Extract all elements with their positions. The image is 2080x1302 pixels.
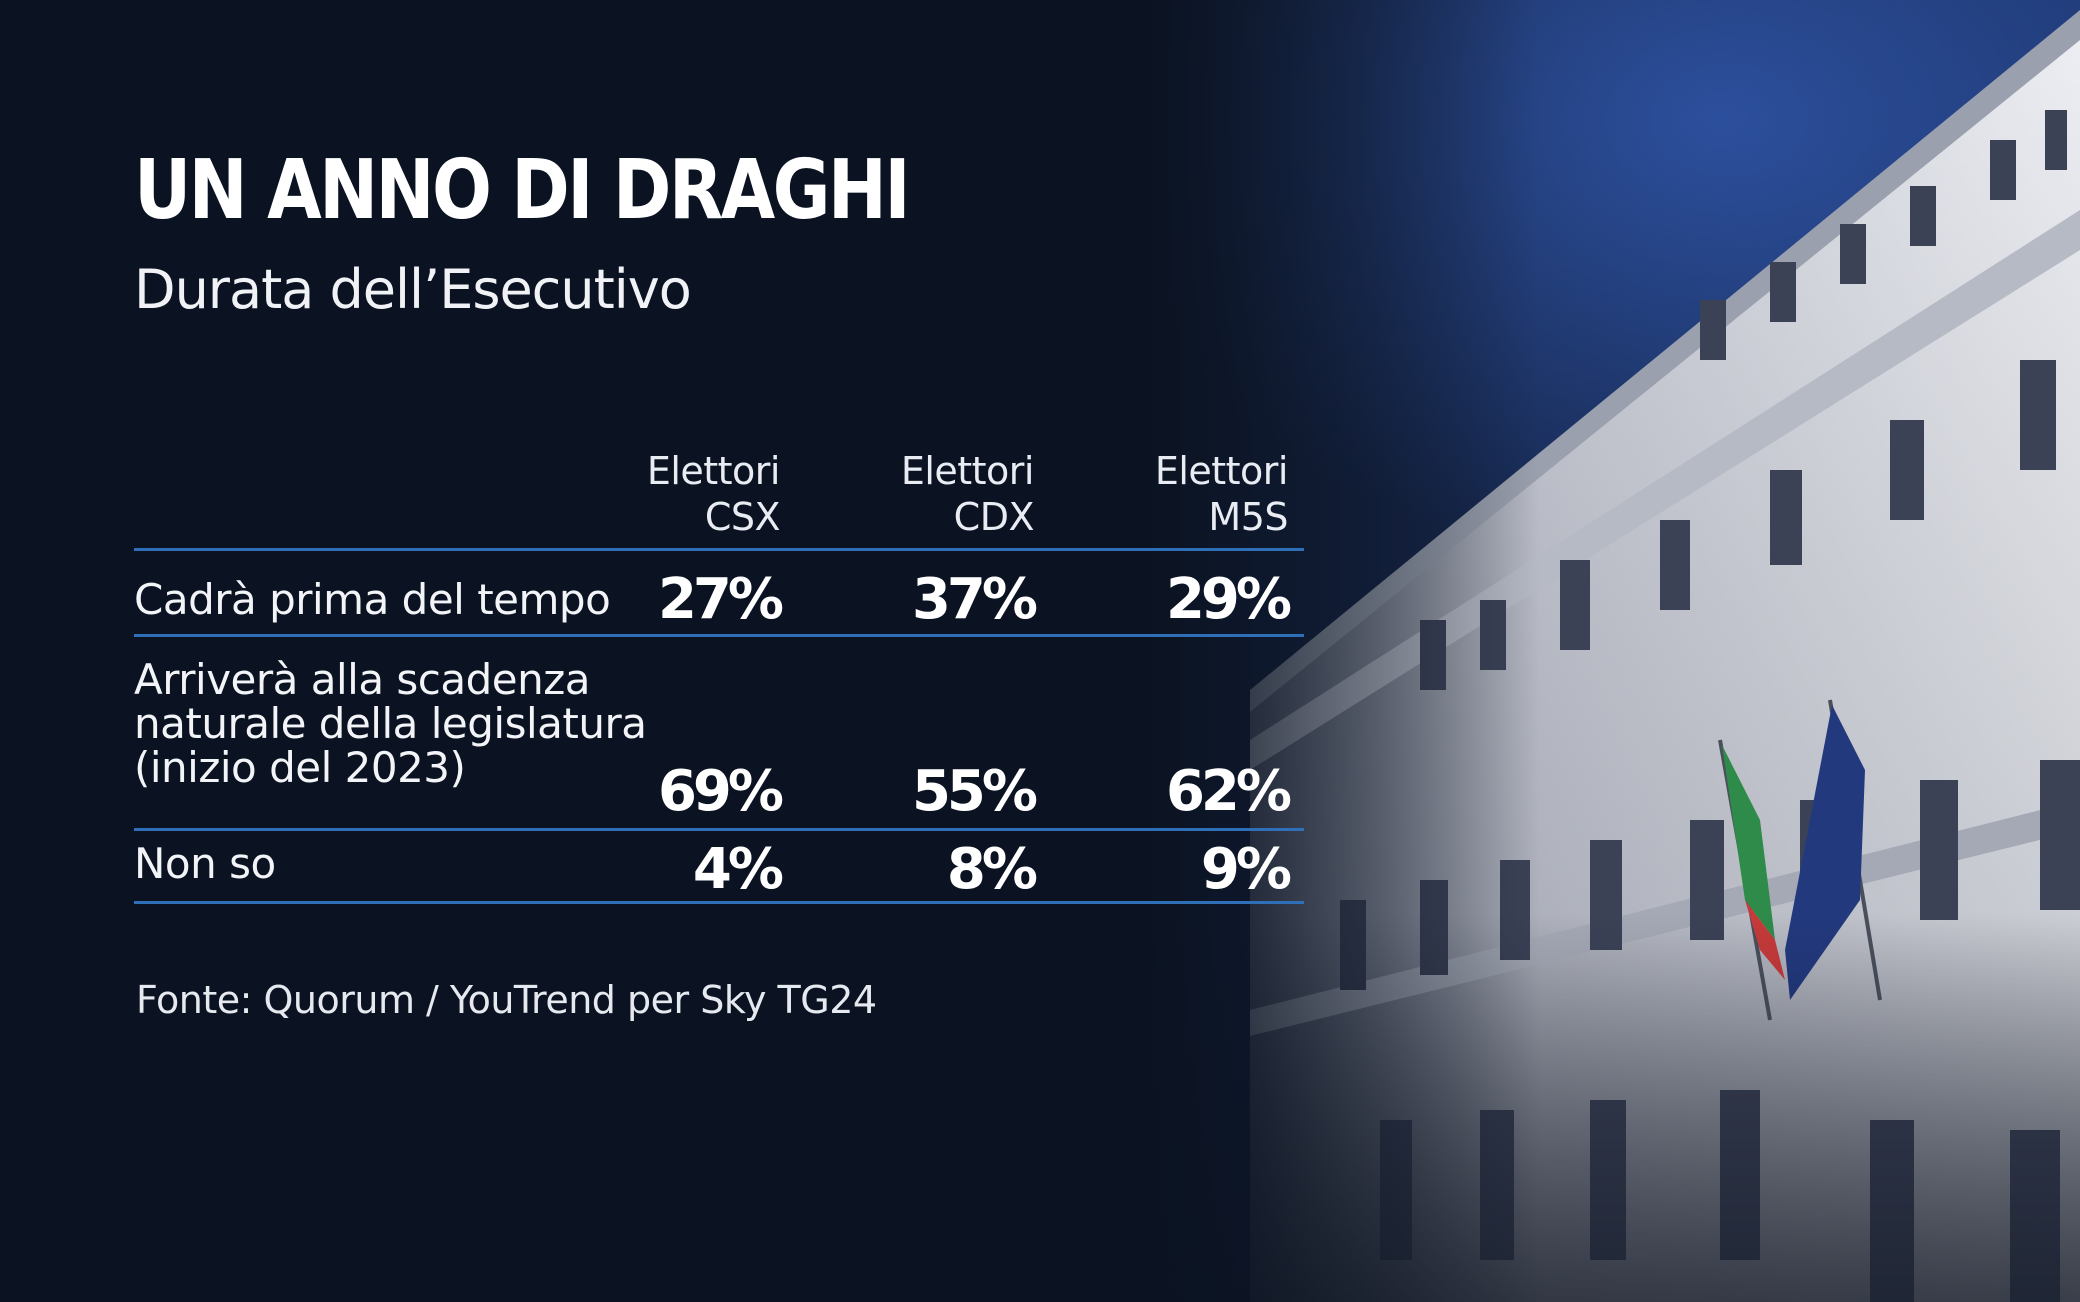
column-header-line2: CDX xyxy=(953,495,1035,539)
row-label: Arriverà alla scadenza naturale della le… xyxy=(134,655,647,792)
value-cell: 4% xyxy=(692,837,784,902)
column-header-m5s: Elettori M5S xyxy=(988,448,1289,540)
column-header-line1: Elettori xyxy=(646,449,781,493)
value-cell: 9% xyxy=(1200,837,1292,902)
row-label: Non so xyxy=(134,839,276,888)
column-header-line2: CSX xyxy=(704,495,781,539)
page-subtitle: Durata dell’Esecutivo xyxy=(134,258,692,321)
value-cell: 8% xyxy=(946,837,1038,902)
value-cell: 55% xyxy=(911,759,1038,824)
table-rule xyxy=(134,828,1304,831)
table-rule-top xyxy=(134,548,1304,551)
column-header-cdx: Elettori CDX xyxy=(734,448,1035,540)
column-header-csx: Elettori CSX xyxy=(480,448,781,540)
column-header-line2: M5S xyxy=(1208,495,1288,539)
column-header-line1: Elettori xyxy=(900,449,1035,493)
table-rule-bottom xyxy=(134,901,1304,904)
value-cell: 69% xyxy=(657,759,784,824)
column-header-line1: Elettori xyxy=(1154,449,1289,493)
page-title: UN ANNO DI DRAGHI xyxy=(134,143,911,238)
source-note: Fonte: Quorum / YouTrend per Sky TG24 xyxy=(136,978,877,1022)
value-cell: 37% xyxy=(911,567,1038,632)
value-cell: 29% xyxy=(1165,567,1292,632)
table-rule xyxy=(134,634,1304,637)
row-label: Cadrà prima del tempo xyxy=(134,575,611,624)
value-cell: 62% xyxy=(1165,759,1292,824)
value-cell: 27% xyxy=(657,567,784,632)
